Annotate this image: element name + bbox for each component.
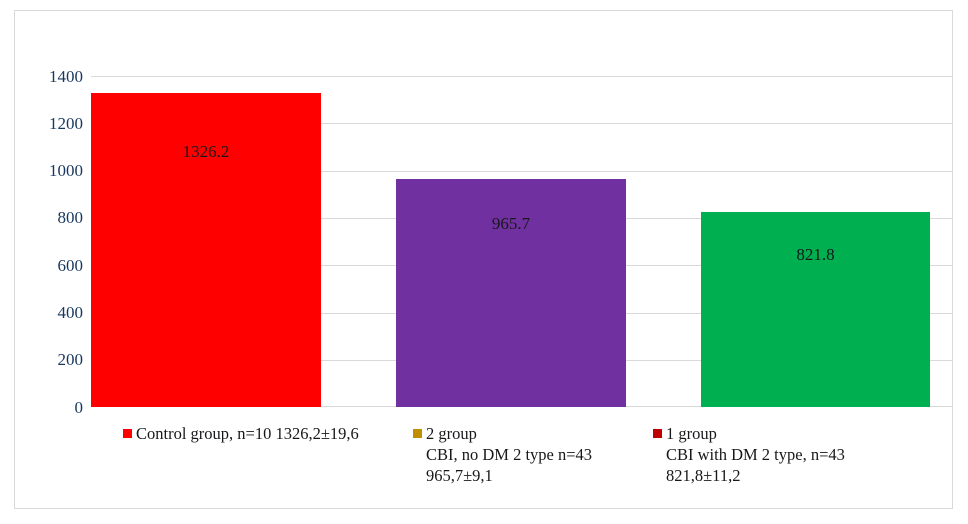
- legend-swatch-icon: [653, 429, 662, 438]
- legend-item-group-1[interactable]: 1 group CBI with DM 2 type, n=43 821,8±1…: [653, 423, 933, 486]
- bar-control-group[interactable]: 1326.2: [91, 93, 321, 407]
- legend-item-group-2[interactable]: 2 group CBI, no DM 2 type n=43 965,7±9,1: [413, 423, 673, 486]
- legend-sublabel-group-1-description: CBI with DM 2 type, n=43: [666, 445, 845, 465]
- y-tick-1000: 1000: [49, 161, 83, 180]
- gridline-1200: [91, 123, 953, 124]
- y-tick-1400: 1400: [49, 67, 83, 86]
- legend-line-primary: Control group, n=10 1326,2±19,6: [123, 424, 359, 443]
- chart-frame: 1400 1200 1000 800 600 400 200 0 1326.2 …: [14, 10, 953, 509]
- y-tick-600: 600: [57, 256, 84, 275]
- bar-label-group-1: 821.8: [796, 245, 835, 264]
- legend-item-control-group[interactable]: Control group, n=10 1326,2±19,6: [123, 423, 423, 444]
- bar-label-control-group: 1326.2: [182, 142, 230, 161]
- chart-legend: Control group, n=10 1326,2±19,6 2 group …: [15, 423, 954, 503]
- legend-swatch-icon: [413, 429, 422, 438]
- bar-label-group-2: 965.7: [491, 214, 531, 233]
- y-tick-800: 800: [57, 208, 84, 227]
- legend-sublabel-group-2-description: CBI, no DM 2 type n=43: [426, 445, 593, 465]
- legend-sublabel-group-2-stats: 965,7±9,1: [426, 466, 493, 486]
- y-tick-0: 0: [74, 398, 84, 417]
- legend-line-primary: 1 group: [653, 424, 717, 443]
- legend-line-primary: 2 group: [413, 424, 477, 443]
- legend-label-group-2: 2 group: [426, 424, 477, 443]
- gridline-1000: [91, 171, 953, 172]
- bar-group-1[interactable]: 821.8: [701, 212, 930, 407]
- bar-group-2[interactable]: 965.7: [396, 179, 626, 407]
- legend-sublabel-group-1-stats: 821,8±11,2: [666, 466, 741, 486]
- legend-label-group-1: 1 group: [666, 424, 717, 443]
- plot-area: 1326.2 965.7 821.8: [91, 76, 953, 407]
- y-tick-1200: 1200: [49, 114, 83, 133]
- y-tick-200: 200: [57, 350, 84, 369]
- gridline-1400: [91, 76, 953, 77]
- legend-label-control-group: Control group, n=10 1326,2±19,6: [136, 424, 359, 443]
- y-axis: 1400 1200 1000 800 600 400 200 0: [15, 68, 84, 416]
- legend-swatch-icon: [123, 429, 132, 438]
- y-tick-400: 400: [57, 303, 84, 322]
